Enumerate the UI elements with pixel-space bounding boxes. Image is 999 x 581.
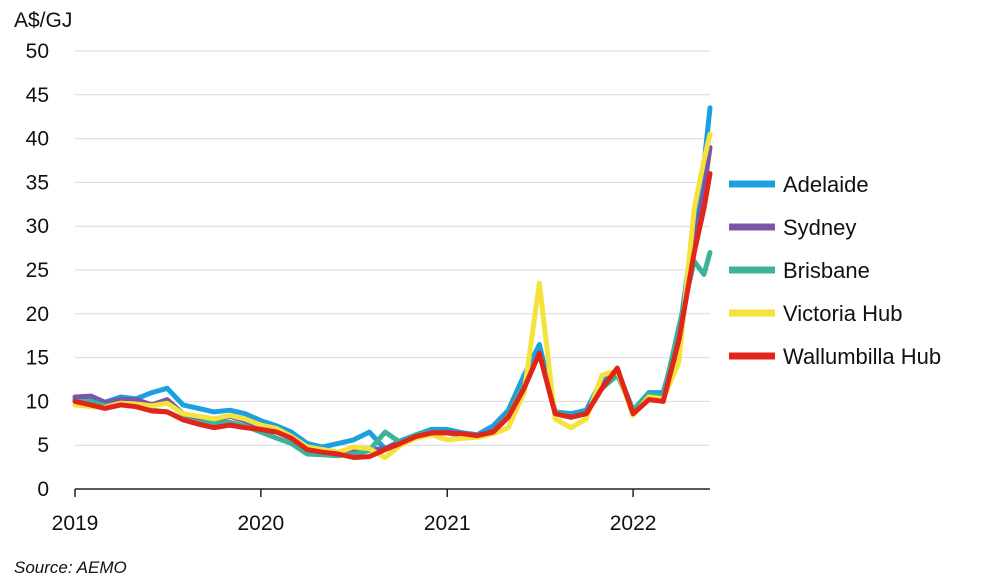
- y-tick-label: 35: [26, 171, 49, 194]
- y-tick-label: 30: [26, 215, 49, 238]
- source-note: Source: AEMO: [14, 558, 127, 577]
- y-axis: 0 5 10 15 20 25 30 35 40 45 50: [26, 40, 49, 501]
- series-line-wallumbilla-hub: [72, 171, 713, 460]
- legend: Adelaide Sydney Brisbane Victoria Hub Wallum…: [729, 172, 941, 369]
- y-tick-label: 0: [37, 478, 49, 501]
- legend-label: Sydney: [783, 215, 856, 240]
- y-axis-unit-label: A$/GJ: [14, 9, 72, 32]
- x-tick-label: 2019: [52, 512, 99, 535]
- x-tick-label: 2021: [424, 512, 471, 535]
- x-tick-label: 2022: [610, 512, 657, 535]
- x-tick-label: 2020: [238, 512, 285, 535]
- gridlines: [75, 50, 710, 446]
- y-tick-label: 50: [26, 40, 49, 63]
- y-tick-label: 45: [26, 84, 49, 107]
- y-tick-label: 15: [26, 347, 49, 370]
- series-line-adelaide: [72, 105, 713, 452]
- legend-label: Adelaide: [783, 172, 869, 197]
- legend-label: Wallumbilla Hub: [783, 344, 941, 369]
- y-tick-label: 40: [26, 128, 49, 151]
- legend-label: Victoria Hub: [783, 301, 902, 326]
- y-tick-label: 10: [26, 390, 49, 413]
- y-tick-label: 20: [26, 303, 49, 326]
- series-lines: [72, 105, 713, 460]
- series-line-brisbane: [72, 250, 713, 459]
- x-axis: 2019 2020 2021 2022: [52, 488, 710, 535]
- legend-label: Brisbane: [783, 258, 870, 283]
- y-tick-label: 25: [26, 259, 49, 282]
- y-tick-label: 5: [37, 434, 49, 457]
